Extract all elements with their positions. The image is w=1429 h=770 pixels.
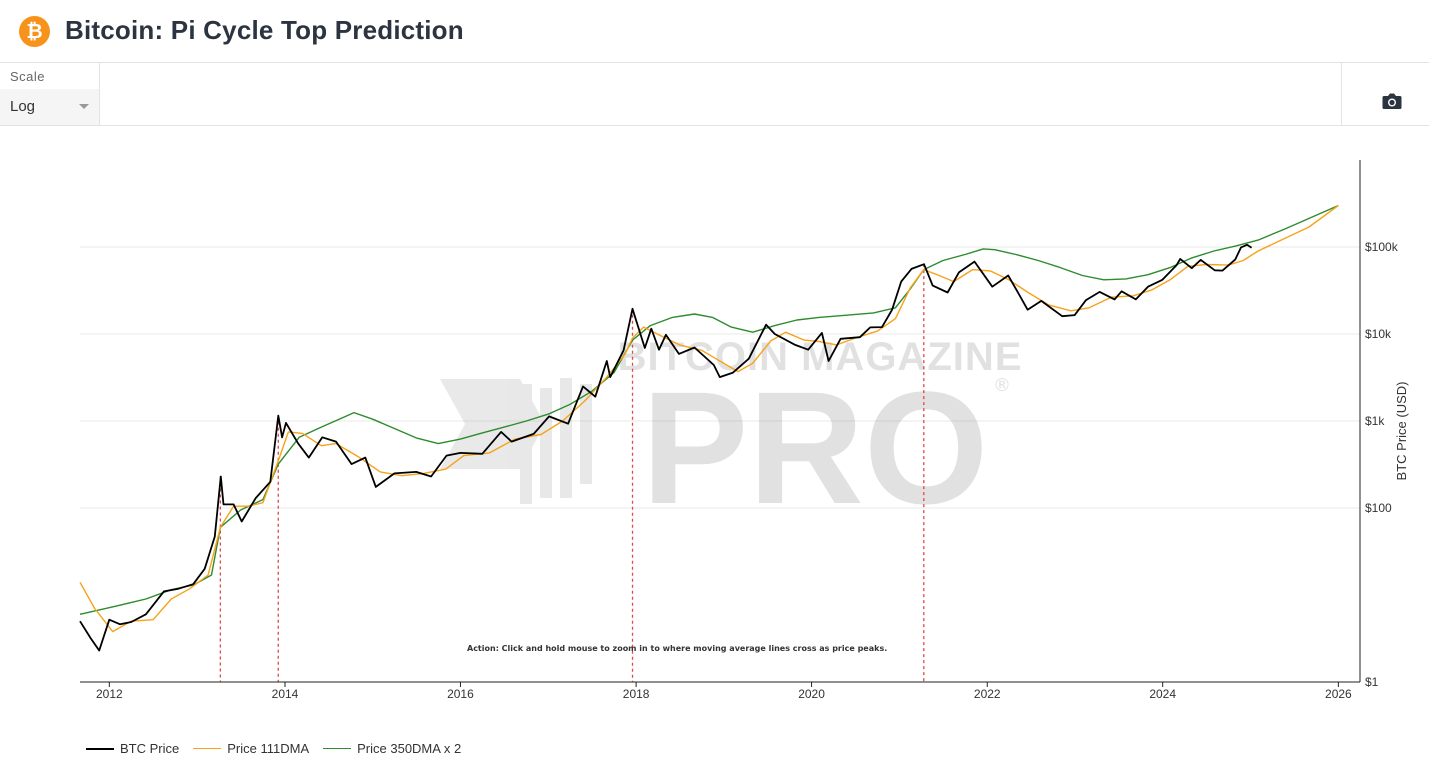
x-tick-label: 2026: [1325, 687, 1352, 701]
pi-cycle-chart[interactable]: BITCOIN MAGAZINE PRO ® $1 $100 $1k $10k $100…: [0, 126, 1429, 736]
camera-icon: [1382, 93, 1402, 109]
scale-select-value: Log: [10, 98, 36, 115]
legend-label: Price 111DMA: [227, 741, 310, 756]
x-tick-label: 2018: [623, 687, 650, 701]
watermark-line2: PRO: [642, 358, 989, 537]
series-line-price-111dma: [79, 204, 1339, 633]
y-tick-label: $1k: [1365, 414, 1385, 428]
watermark-logo-icon: [440, 378, 592, 504]
scale-control: Scale Log: [0, 63, 100, 125]
y-tick-label: $100k: [1365, 240, 1399, 254]
legend-label: Price 350DMA x 2: [357, 741, 462, 756]
chart-axes: $1 $100 $1k $10k $100k 2012 2014 2016 2018 2020 20…: [80, 160, 1399, 701]
legend-swatch: [193, 748, 222, 750]
legend-swatch: [86, 747, 114, 750]
watermark-line1: BITCOIN MAGAZINE: [618, 335, 1023, 379]
page-title: Bitcoin: Pi Cycle Top Prediction: [65, 15, 464, 45]
x-tick-label: 2022: [974, 687, 1001, 701]
legend-swatch: [323, 748, 352, 750]
x-tick-label: 2012: [96, 687, 123, 701]
scale-label: Scale: [10, 69, 46, 84]
download-image-button[interactable]: [1341, 63, 1429, 125]
y-tick-label: $1: [1365, 675, 1379, 689]
x-tick-label: 2020: [798, 687, 825, 701]
series-line-price-350dma-x-2: [79, 204, 1339, 615]
x-tick-label: 2014: [272, 687, 299, 701]
x-tick-label: 2016: [447, 687, 474, 701]
x-tick-label: 2024: [1149, 687, 1176, 701]
watermark-registered: ®: [993, 375, 1011, 396]
page-header: ₿ Bitcoin: Pi Cycle Top Prediction: [0, 0, 1429, 63]
legend-item[interactable]: BTC Price: [86, 741, 179, 756]
legend-item[interactable]: Price 111DMA: [193, 741, 309, 756]
scale-select[interactable]: Log: [0, 89, 99, 125]
bitcoin-logo-icon: ₿: [19, 16, 50, 47]
legend-label: BTC Price: [120, 741, 180, 756]
y-axis-title: BTC Price (USD): [1394, 382, 1409, 481]
watermark: BITCOIN MAGAZINE PRO ®: [440, 335, 1023, 537]
chevron-down-icon: [79, 104, 89, 109]
zoom-instruction-annotation: Action: Click and hold mouse to zoom in …: [467, 644, 887, 653]
legend-item[interactable]: Price 350DMA x 2: [323, 741, 461, 756]
chart-legend: BTC Price Price 111DMA Price 350DMA x 2: [86, 741, 475, 756]
chart-toolbar: Scale Log: [0, 63, 1429, 126]
y-tick-label: $10k: [1365, 327, 1392, 341]
series-line-btc-price: [79, 243, 1253, 652]
y-tick-label: $100: [1365, 501, 1392, 515]
series-lines: [79, 204, 1339, 652]
